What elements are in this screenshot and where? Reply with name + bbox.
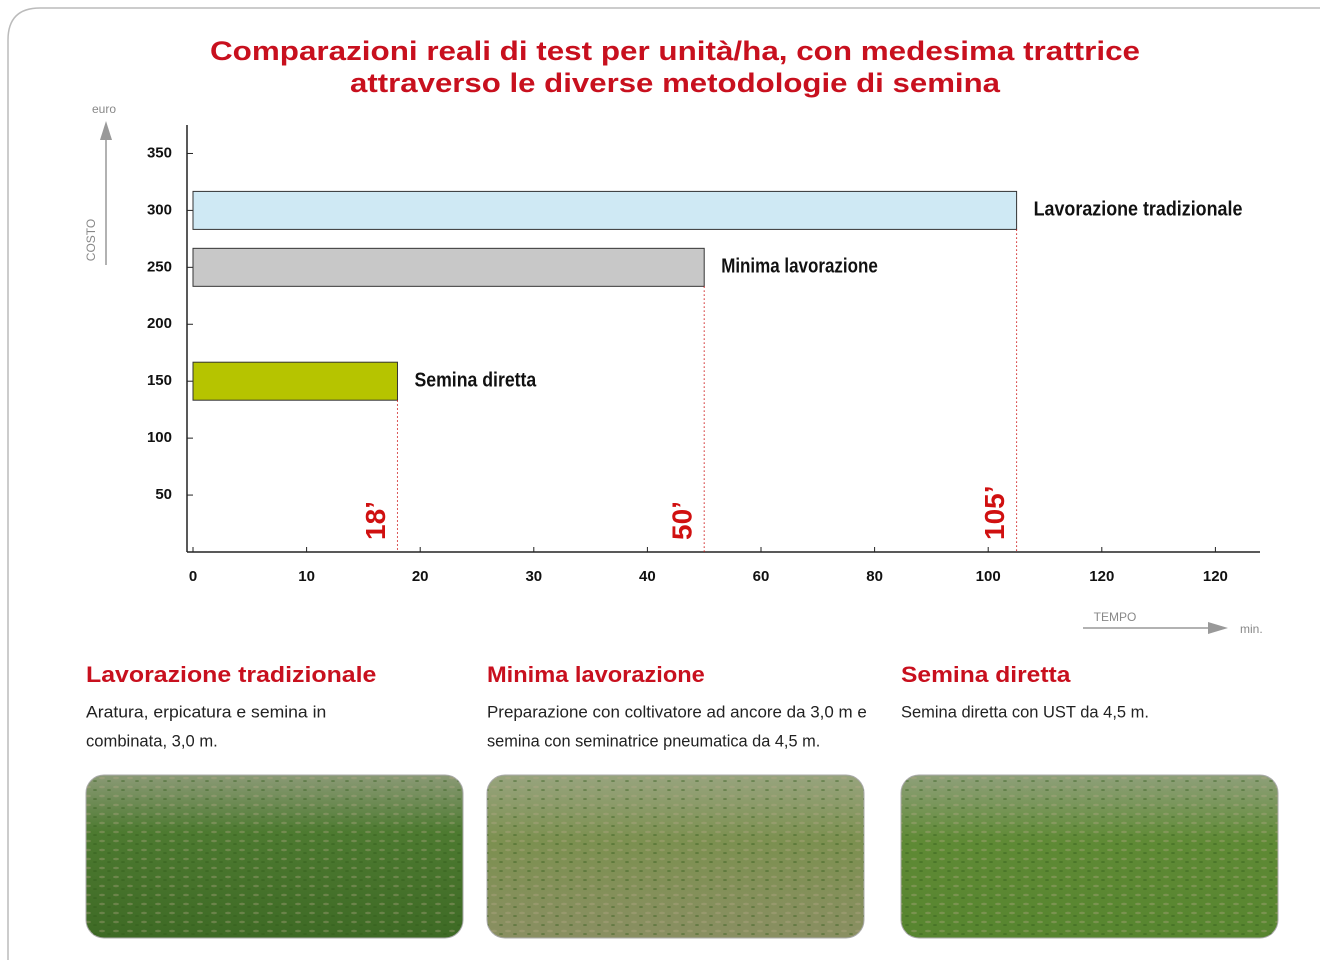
- y-tick-label: 350: [147, 144, 172, 161]
- x-tick-label: 120: [1203, 568, 1228, 585]
- chart-title: attraverso le diverse metodologie di sem…: [350, 68, 1001, 98]
- x-tick-label: 10: [298, 568, 315, 585]
- infographic: Comparazioni reali di test per unità/ha,…: [0, 0, 1328, 967]
- y-tick-label: 250: [147, 258, 172, 275]
- y-arrowhead: [100, 121, 112, 140]
- x-arrowhead: [1208, 622, 1228, 634]
- x-tick-label: 120: [1089, 568, 1114, 585]
- y-axis-label: COSTO: [84, 219, 98, 261]
- time-label: 18’: [360, 501, 391, 540]
- panel-text: combinata, 3,0 m.: [86, 731, 218, 750]
- bar: [193, 248, 704, 286]
- y-unit: euro: [92, 102, 116, 116]
- chart: Comparazioni reali di test per unità/ha,…: [84, 36, 1263, 636]
- page: Comparazioni reali di test per unità/ha,…: [0, 0, 1328, 972]
- panel-title: Lavorazione tradizionale: [86, 662, 376, 687]
- y-tick-label: 300: [147, 201, 172, 218]
- y-tick-label: 150: [147, 372, 172, 389]
- panels: Lavorazione tradizionale Aratura, erpicat…: [86, 662, 1278, 938]
- x-tick-label: 40: [639, 568, 656, 585]
- photo-texture: [901, 775, 1278, 938]
- x-tick-label: 100: [976, 568, 1001, 585]
- panel-text: Aratura, erpicatura e semina in: [86, 702, 326, 721]
- y-tick-label: 200: [147, 315, 172, 332]
- x-axis-label: TEMPO: [1094, 610, 1137, 624]
- x-tick-label: 80: [866, 568, 883, 585]
- x-unit: min.: [1240, 622, 1263, 636]
- x-tick-label: 30: [525, 568, 542, 585]
- bar-label: Semina diretta: [414, 369, 537, 391]
- time-label: 105’: [979, 486, 1010, 541]
- bar: [193, 362, 397, 400]
- panel-title: Semina diretta: [901, 662, 1071, 687]
- y-tick-label: 100: [147, 429, 172, 446]
- x-tick-label: 20: [412, 568, 429, 585]
- panel-title: Minima lavorazione: [487, 662, 705, 687]
- bar-label: Minima lavorazione: [721, 256, 878, 278]
- bar-label: Lavorazione tradizionale: [1034, 199, 1243, 221]
- x-tick-label: 60: [753, 568, 770, 585]
- time-label: 50’: [667, 501, 698, 540]
- photo-texture: [487, 775, 864, 938]
- panel-text: semina con seminatrice pneumatica da 4,5…: [487, 731, 820, 750]
- panel-text: Semina diretta con UST da 4,5 m.: [901, 702, 1149, 721]
- x-tick-label: 0: [189, 568, 197, 585]
- y-tick-label: 50: [155, 486, 172, 503]
- chart-title: Comparazioni reali di test per unità/ha,…: [210, 36, 1140, 66]
- panel-text: Preparazione con coltivatore ad ancore d…: [487, 702, 867, 721]
- bar: [193, 191, 1017, 229]
- photo-texture: [86, 775, 463, 938]
